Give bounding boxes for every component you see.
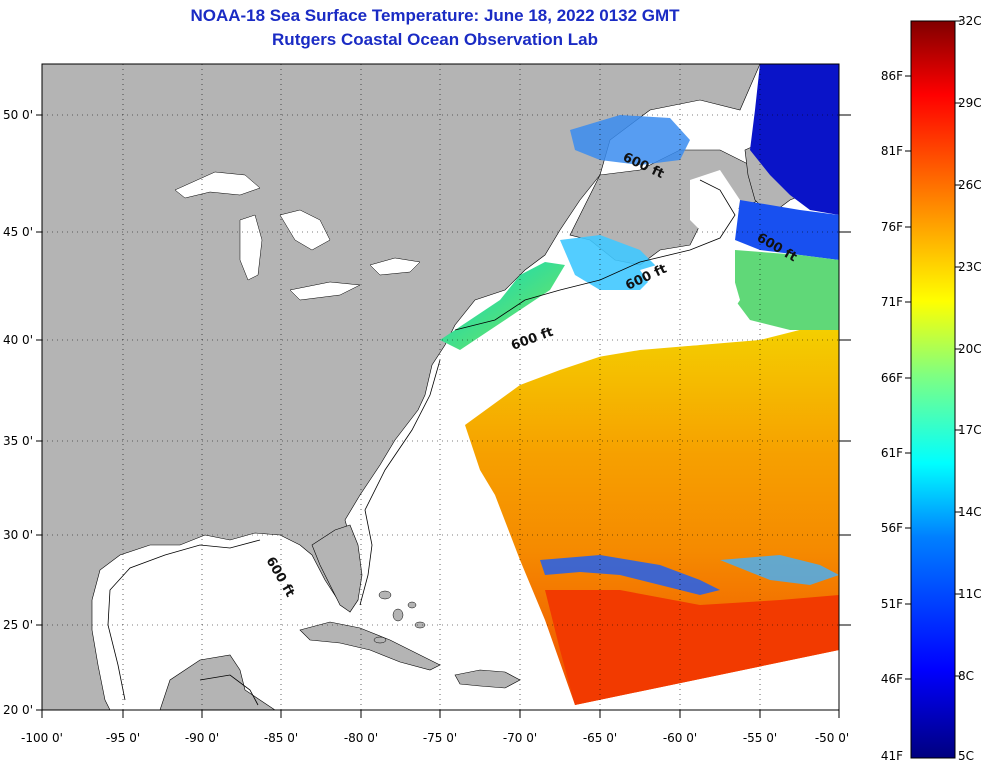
lat-label: 45 0' (3, 225, 33, 239)
lat-label-group: 50 0' 45 0' 40 0' 35 0' 30 0' 25 0' 20 0… (3, 108, 33, 717)
lon-label: -50 0' (815, 731, 849, 745)
map-subtitle: Rutgers Coastal Ocean Observation Lab (272, 30, 598, 49)
great-lakes (174, 171, 421, 301)
lon-label: -55 0' (743, 731, 777, 745)
lon-label: -80 0' (344, 731, 378, 745)
colorbar-label-f: 71F (881, 295, 903, 309)
lat-label: 40 0' (3, 333, 33, 347)
isobath-600ft (107, 179, 736, 706)
colorbar-label-c: 29C (958, 96, 982, 110)
cloud-cover (470, 170, 740, 400)
lon-label: -90 0' (185, 731, 219, 745)
map-title: NOAA-18 Sea Surface Temperature: June 18… (190, 6, 680, 25)
lon-label: -60 0' (663, 731, 697, 745)
colorbar-label-c: 20C (958, 342, 982, 356)
lat-label: 50 0' (3, 108, 33, 122)
lon-label: -100 0' (21, 731, 63, 745)
colorbar-label-c: 26C (958, 178, 982, 192)
lon-label-group: -100 0' -95 0' -90 0' -85 0' -80 0' -75 … (21, 731, 849, 745)
lon-label: -85 0' (264, 731, 298, 745)
celsius-labels: 32C 29C 26C 23C 20C 17C 14C 11C 8C 5C (958, 14, 982, 763)
land-florida (311, 524, 363, 613)
colorbar-label-f: 61F (881, 446, 903, 460)
colorbar-label-f: 86F (881, 69, 903, 83)
sst-cool-band (540, 555, 720, 595)
lon-ticks (41, 710, 840, 718)
sst-labrador-cold (750, 64, 839, 215)
colorbar-label-c: 17C (958, 423, 982, 437)
colorbar-label-f: 81F (881, 144, 903, 158)
land-yucatan (159, 654, 276, 710)
lon-label: -75 0' (423, 731, 457, 745)
colorbar-label-f: 66F (881, 371, 903, 385)
lon-label: -65 0' (583, 731, 617, 745)
sst-hot-band (545, 590, 839, 705)
lat-label: 30 0' (3, 528, 33, 542)
colorbar-label-c: 11C (958, 587, 982, 601)
lon-label: -95 0' (106, 731, 140, 745)
fahrenheit-labels: 86F 81F 76F 71F 66F 61F 56F 51F 46F 41F (881, 69, 903, 763)
sst-cool-eddy (720, 555, 839, 585)
colorbar-label-c: 5C (958, 749, 974, 763)
colorbar-label-f: 56F (881, 521, 903, 535)
sst-cold-blue (735, 200, 839, 260)
lat-ticks (36, 114, 851, 711)
lon-label: -70 0' (503, 731, 537, 745)
lat-label: 20 0' (3, 703, 33, 717)
sst-st-lawrence (570, 115, 690, 165)
colorbar-label-c: 23C (958, 260, 982, 274)
sst-scotian-green (735, 250, 839, 330)
colorbar-label-c: 32C (958, 14, 982, 28)
lat-label: 25 0' (3, 618, 33, 632)
sst-gulf-maine (560, 235, 660, 290)
colorbar-label-f: 46F (881, 672, 903, 686)
colorbar-ticks (905, 20, 961, 680)
colorbar (910, 20, 956, 759)
lat-label: 35 0' (3, 434, 33, 448)
sst-shelf-water (440, 262, 565, 350)
colorbar-label-c: 8C (958, 669, 974, 683)
colorbar-label-c: 14C (958, 505, 982, 519)
colorbar-label-f: 41F (881, 749, 903, 763)
land-hispaniola (454, 669, 521, 689)
land-cuba (299, 621, 441, 671)
colorbar-label-f: 76F (881, 220, 903, 234)
land-bahamas (373, 590, 426, 644)
colorbar-label-f: 51F (881, 597, 903, 611)
